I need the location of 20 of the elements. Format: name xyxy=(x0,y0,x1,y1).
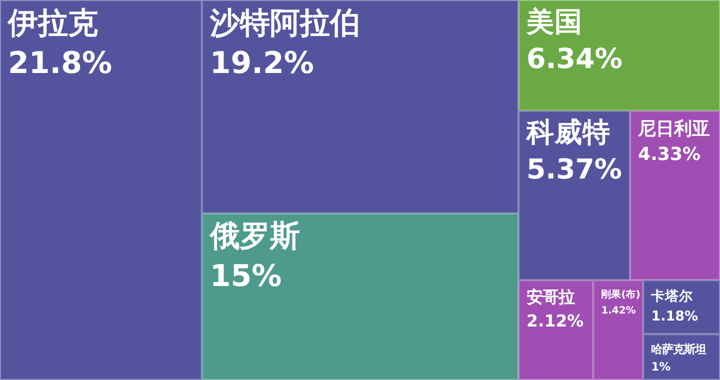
data-label: 1.18% xyxy=(651,308,699,325)
data-label: 2.12% xyxy=(526,311,584,330)
data-label: 6.34% xyxy=(526,42,622,76)
data-label: 5.37% xyxy=(526,154,622,186)
data-label: 4.33% xyxy=(638,144,701,165)
category-label: 刚果(布) xyxy=(601,288,640,301)
category-label: 尼日利亚 xyxy=(637,118,710,140)
category-label: 沙特阿拉伯 xyxy=(208,6,360,41)
category-label: 科威特 xyxy=(526,116,611,149)
category-label: 俄罗斯 xyxy=(208,219,300,254)
category-label: 美国 xyxy=(526,5,583,38)
data-label: 15% xyxy=(210,259,282,294)
category-label: 伊拉克 xyxy=(7,6,98,41)
category-label: 卡塔尔 xyxy=(650,288,694,304)
category-label: 安哥拉 xyxy=(526,288,575,307)
data-label: 19.2% xyxy=(210,46,314,81)
category-label: 哈萨克斯坦 xyxy=(651,342,706,356)
data-label: 21.8% xyxy=(8,46,112,81)
data-label: 1% xyxy=(651,360,672,374)
data-label: 1.42% xyxy=(601,306,636,317)
